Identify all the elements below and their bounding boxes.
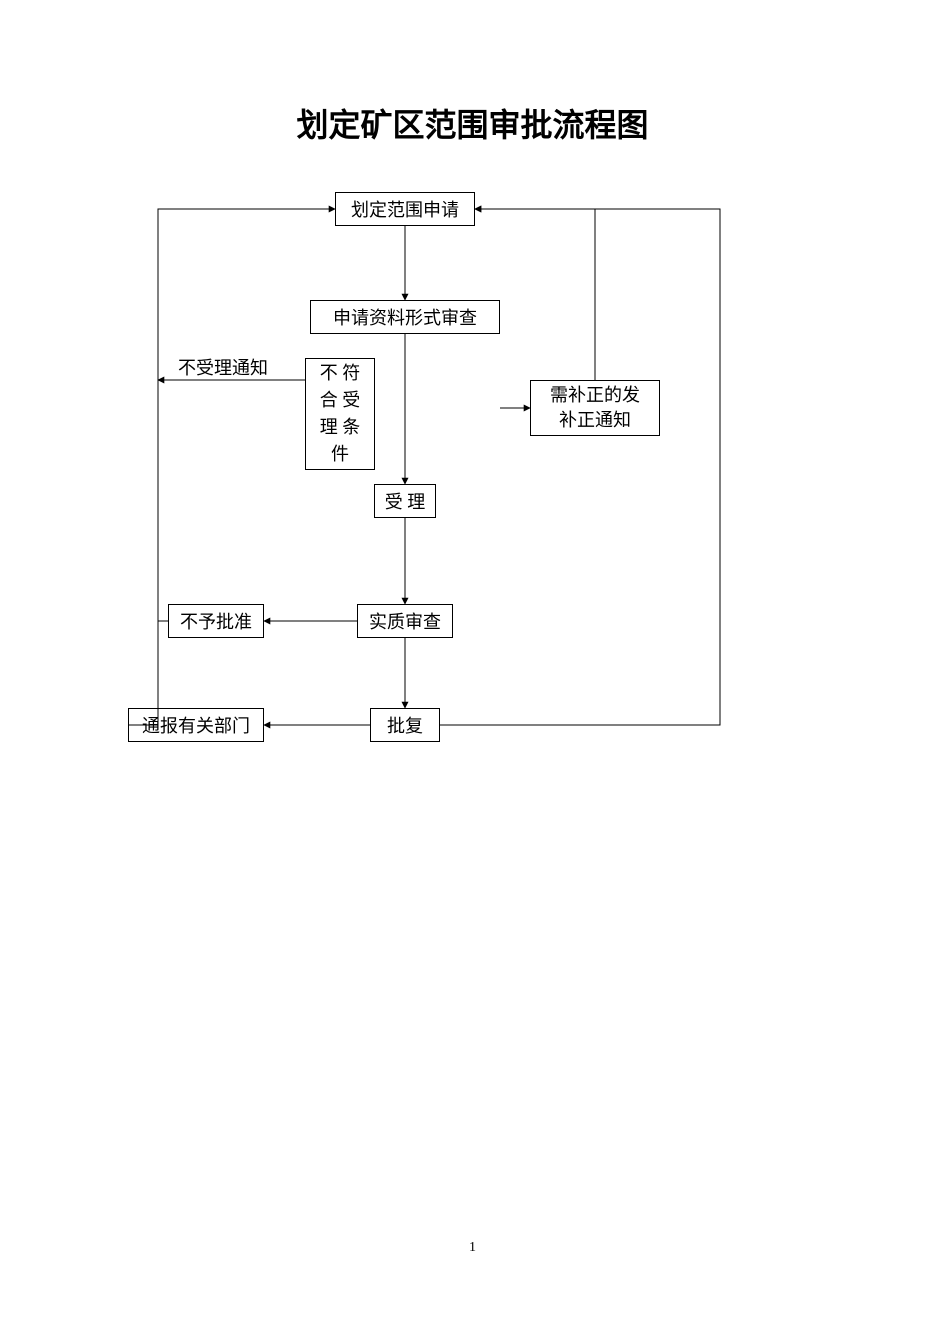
flowchart-edges	[0, 0, 945, 1337]
page-number: 1	[0, 1240, 945, 1256]
page: 划定矿区范围审批流程图 不受理通知 划定范围申请 申请资料形式审查 不 符 合 …	[0, 0, 945, 1337]
